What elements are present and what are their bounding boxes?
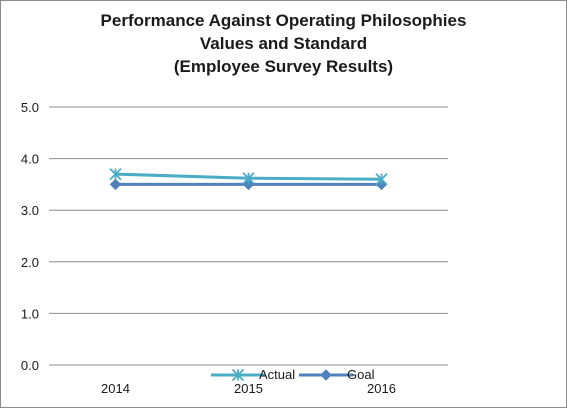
chart-title-line-2: Values and Standard [199, 34, 368, 53]
y-tick-label: 2.0 [21, 255, 39, 270]
y-tick-label: 1.0 [21, 306, 39, 321]
legend-actual-label: Actual [259, 367, 295, 382]
y-tick-label: 5.0 [21, 100, 39, 115]
y-tick-label: 3.0 [21, 203, 39, 218]
chart-title-line-3: (Employee Survey Results) [173, 57, 394, 76]
legend-goal-label: Goal [347, 367, 375, 382]
goal-point-marker [109, 178, 122, 191]
chart-title-line-1: Performance Against Operating Philosophi… [100, 11, 467, 30]
x-tick-label: 2015 [234, 381, 263, 396]
y-tick-label: 0.0 [21, 358, 39, 373]
y-tick-label: 4.0 [21, 152, 39, 167]
legend-actual-marker [231, 368, 245, 382]
x-tick-label: 2014 [101, 381, 130, 396]
x-tick-label: 2016 [367, 381, 396, 396]
legend-goal-marker [320, 369, 332, 381]
actual-point-marker [242, 172, 255, 185]
actual-point-marker [109, 167, 122, 181]
actual-point-marker [375, 173, 388, 186]
chart-title: Performance Against Operating Philosophi… [1, 9, 566, 78]
